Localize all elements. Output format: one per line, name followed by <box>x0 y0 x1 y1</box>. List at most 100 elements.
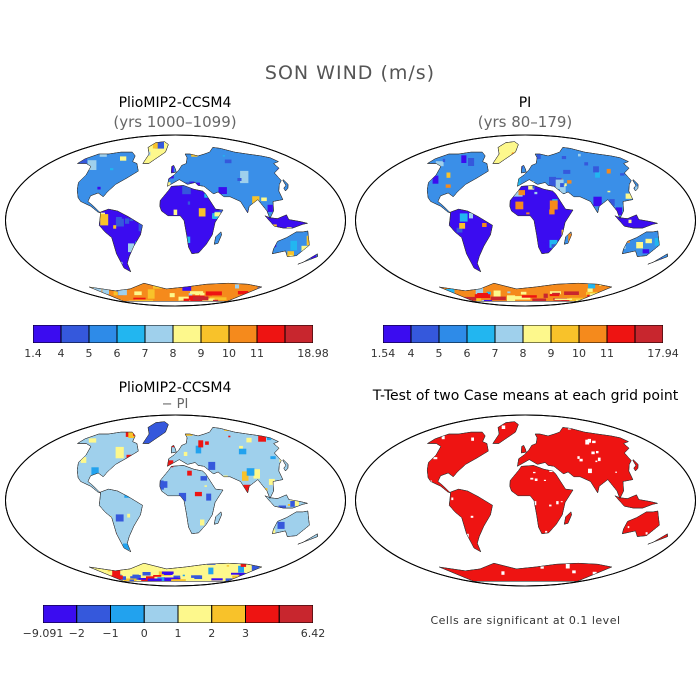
map-frame <box>5 134 346 307</box>
colorbar-swatch <box>43 605 78 623</box>
coastline-australia <box>621 230 660 257</box>
colorbar-tick-label: 1.4 <box>24 347 42 360</box>
coastline-australia <box>271 230 310 257</box>
colorbar-tick-label: 6.42 <box>300 627 326 640</box>
panel-3-map <box>5 414 346 587</box>
coastline-samerica <box>98 208 143 273</box>
panel-4-note: Cells are significant at 0.1 level <box>430 614 621 627</box>
colorbar-swatch <box>634 325 663 343</box>
colorbar-tick-label: 11 <box>600 347 614 360</box>
colorbar-tick-label: 1 <box>174 627 182 640</box>
coastline-japan <box>632 179 639 192</box>
coastline-greenland <box>142 421 169 444</box>
colorbar-tick-label: 8 <box>519 347 527 360</box>
panel-3-colorbar-labels: −9.091 −2 −1 0 1 2 3 6.42 <box>23 627 326 641</box>
coastline-antarctica <box>89 282 263 302</box>
figure-title: SON WIND (m/s) <box>264 62 436 84</box>
coastline-greenland <box>492 141 519 164</box>
coastline-eurasia <box>517 147 634 220</box>
coastline-samerica <box>448 488 493 553</box>
coastline-namerica <box>426 151 489 214</box>
coastline-antarctica <box>439 562 613 582</box>
coastline-indonesia <box>614 214 658 229</box>
coastline-samerica <box>98 488 143 553</box>
map-frame <box>355 134 696 307</box>
colorbar-tick-label: 7 <box>491 347 499 360</box>
colorbar-swatch <box>143 605 179 623</box>
colorbar-swatch <box>410 325 440 343</box>
coastline-africa <box>509 465 574 535</box>
colorbar-tick-label: −1 <box>102 627 119 640</box>
colorbar-tick-label: 10 <box>222 347 236 360</box>
colorbar-tick-label: 6 <box>113 347 121 360</box>
coastline-australia <box>621 510 660 537</box>
colorbar-swatch <box>256 325 286 343</box>
map-frame <box>5 414 346 587</box>
colorbar-tick-label: 3 <box>242 627 249 640</box>
panel-2-colorbar <box>383 325 663 343</box>
panel-1-map <box>5 134 346 307</box>
colorbar-tick-label: 5 <box>85 347 93 360</box>
colorbar-swatch <box>383 325 412 343</box>
coastline-japan <box>632 459 639 472</box>
colorbar-swatch <box>144 325 174 343</box>
panel-4-map <box>355 414 696 587</box>
coastline-uk <box>171 165 177 174</box>
panel-2-title: PI <box>518 95 532 111</box>
panel-3-subtitle: − PI <box>161 397 189 412</box>
coastline-japan <box>282 459 289 472</box>
coastline-madagascar <box>563 511 572 525</box>
colorbar-swatch <box>550 325 580 343</box>
coastline-madagascar <box>563 231 572 245</box>
panel-2-map <box>355 134 696 307</box>
colorbar-swatch <box>578 325 608 343</box>
panel-1-colorbar <box>33 325 313 343</box>
panel-2-colorbar-labels: 1.54 4 5 6 7 8 9 10 11 17.94 <box>371 347 679 361</box>
coastline-indonesia <box>264 494 308 509</box>
colorbar-swatch <box>522 325 552 343</box>
map-frame <box>355 414 696 587</box>
colorbar-swatch <box>200 325 230 343</box>
colorbar-tick-label: 17.94 <box>647 347 679 360</box>
panel-1-colorbar-labels: 1.4 4 5 6 7 8 9 10 11 18.98 <box>24 347 329 361</box>
colorbar-tick-label: 11 <box>250 347 264 360</box>
coastline-namerica <box>76 431 139 494</box>
colorbar-swatch <box>466 325 496 343</box>
colorbar-tick-label: 4 <box>57 347 65 360</box>
colorbar-tick-label: 2 <box>208 627 216 640</box>
coastline-eurasia <box>517 427 634 500</box>
panel-1-subtitle: (yrs 1000–1099) <box>113 113 237 131</box>
colorbar-swatch <box>33 325 62 343</box>
coastline-australia <box>271 510 310 537</box>
coastline-nz <box>647 253 668 265</box>
coastline-uk <box>521 445 527 454</box>
coastline-antarctica <box>439 282 613 302</box>
coastline-madagascar <box>213 511 222 525</box>
colorbar-swatch <box>60 325 90 343</box>
colorbar-tick-label: 4 <box>407 347 415 360</box>
coastline-africa <box>509 185 574 255</box>
colorbar-swatch <box>88 325 118 343</box>
coastline-eurasia <box>167 147 284 220</box>
colorbar-tick-label: −9.091 <box>22 627 64 640</box>
colorbar-tick-label: 5 <box>435 347 443 360</box>
panel-1-title: PlioMIP2-CCSM4 <box>118 95 232 111</box>
coastline-indonesia <box>614 494 658 509</box>
colorbar-tick-label: 10 <box>572 347 586 360</box>
coastline-nz <box>647 533 668 545</box>
coastline-namerica <box>426 431 489 494</box>
colorbar-swatch <box>228 325 258 343</box>
colorbar-swatch <box>494 325 524 343</box>
colorbar-swatch <box>177 605 213 623</box>
colorbar-swatch <box>110 605 145 623</box>
colorbar-swatch <box>172 325 202 343</box>
colorbar-tick-label: 6 <box>463 347 471 360</box>
coastline-antarctica <box>89 562 263 582</box>
colorbar-swatch <box>211 605 246 623</box>
colorbar-tick-label: 0 <box>140 627 148 640</box>
coastline-madagascar <box>213 231 222 245</box>
panel-4-title: T-Test of two Case means at each grid po… <box>372 388 679 404</box>
coastline-eurasia <box>167 427 284 500</box>
colorbar-swatch <box>284 325 313 343</box>
coastline-nz <box>297 533 318 545</box>
